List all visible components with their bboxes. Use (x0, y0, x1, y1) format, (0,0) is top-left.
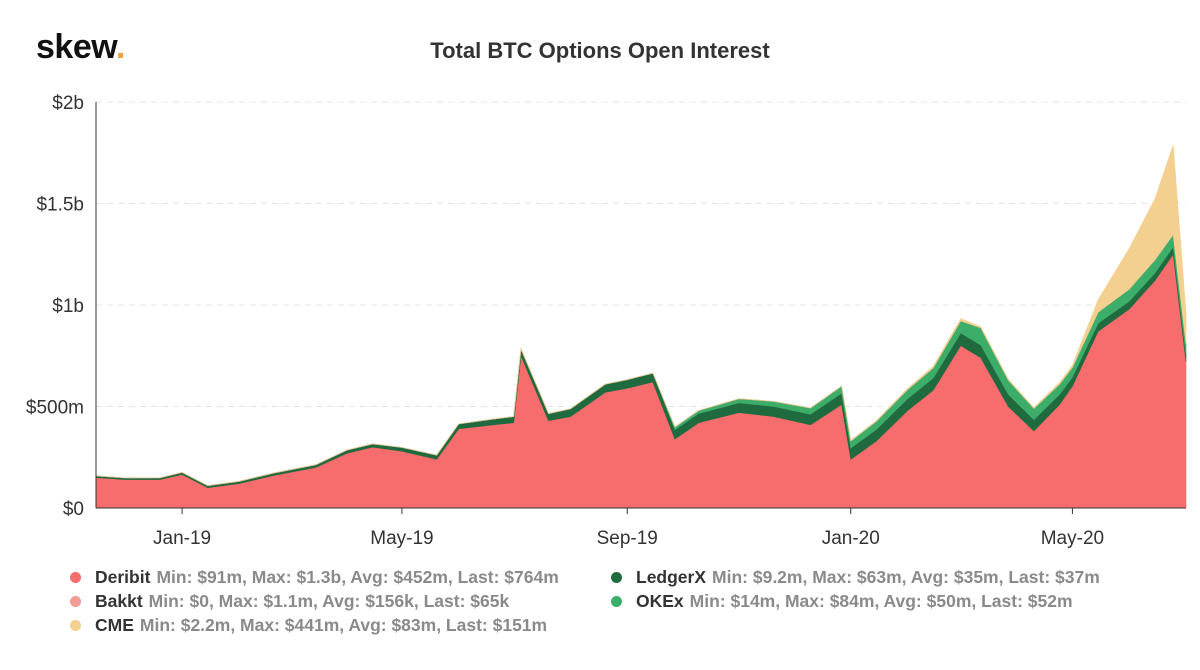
legend-series-name: OKEx (636, 591, 684, 611)
chart-title: Total BTC Options Open Interest (430, 38, 770, 63)
legend-series-stats: Min: $9.2m, Max: $63m, Avg: $35m, Last: … (712, 567, 1100, 587)
legend-swatch (70, 595, 81, 607)
y-tick-label: $1b (52, 296, 84, 317)
legend-item-ledgerx[interactable]: LedgerX Min: $9.2m, Max: $63m, Avg: $35m,… (611, 565, 1100, 589)
logo-dot: . (115, 28, 125, 66)
legend-series-stats: Min: $14m, Max: $84m, Avg: $50m, Last: $… (689, 591, 1073, 611)
logo-text: skew (36, 28, 116, 66)
legend-right-column: LedgerX Min: $9.2m, Max: $63m, Avg: $35m,… (611, 565, 1100, 613)
x-axis-ticks: Jan-19 May-19 Sep-19 Jan-20 May-20 (153, 508, 1104, 549)
x-tick-label: May-20 (1041, 528, 1104, 549)
legend-series-name: Bakkt (95, 591, 143, 611)
legend-swatch (70, 571, 81, 583)
y-tick-label: $0 (63, 499, 84, 520)
y-tick-label: $500m (26, 398, 84, 419)
y-tick-label: $1.5b (36, 195, 84, 216)
y-axis-ticks: $0 $500m $1b $1.5b $2b (26, 93, 84, 520)
legend-item-deribit[interactable]: Deribit Min: $91m, Max: $1.3b, Avg: $452m… (70, 565, 559, 589)
area-series-cme (95, 144, 1187, 487)
x-tick-label: Jan-19 (153, 528, 211, 549)
legend-item-cme[interactable]: CME Min: $2.2m, Max: $441m, Avg: $83m, La… (70, 613, 559, 637)
legend-series-name: LedgerX (636, 567, 707, 587)
legend-series-stats: Min: $2.2m, Max: $441m, Avg: $83m, Last:… (139, 615, 548, 635)
grid-lines (96, 101, 1186, 407)
area-series-group (95, 144, 1187, 509)
legend-swatch (611, 571, 622, 583)
x-tick-label: May-19 (370, 528, 433, 549)
legend-series-name: CME (95, 615, 134, 635)
legend-series-stats: Min: $0, Max: $1.1m, Avg: $156k, Last: $… (148, 591, 510, 611)
legend-item-okex[interactable]: OKEx Min: $14m, Max: $84m, Avg: $50m, Las… (611, 589, 1100, 613)
y-tick-label: $2b (52, 93, 84, 114)
legend-swatch (70, 619, 81, 631)
legend-series-name: Deribit (95, 567, 151, 587)
legend-series-stats: Min: $91m, Max: $1.3b, Avg: $452m, Last:… (156, 567, 559, 587)
axes (95, 102, 1186, 509)
legend-item-bakkt[interactable]: Bakkt Min: $0, Max: $1.1m, Avg: $156k, La… (70, 589, 559, 613)
chart-plot: $0$500m$1b$1.5b$2b Jan-19 May-19 Sep-19 Jan… (26, 93, 1187, 549)
skew-logo: skew. (36, 28, 125, 67)
x-tick-label: Jan-20 (822, 528, 880, 549)
legend-left-column: Deribit Min: $91m, Max: $1.3b, Avg: $452m… (70, 565, 559, 637)
x-tick-label: Sep-19 (597, 528, 658, 549)
legend-swatch (611, 595, 622, 607)
